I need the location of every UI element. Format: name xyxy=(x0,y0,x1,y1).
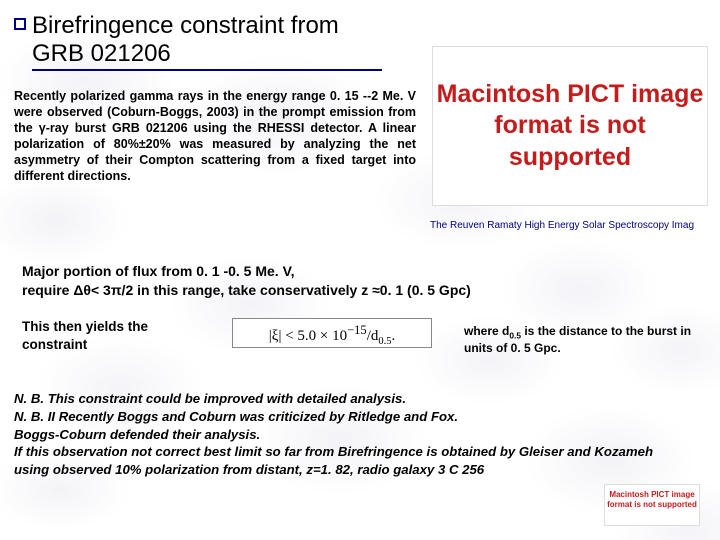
pict-placeholder-main: Macintosh PICT image format is not suppo… xyxy=(432,46,708,206)
nb-line-2: N. B. II Recently Boggs and Coburn was c… xyxy=(14,409,458,424)
constraint-label: This then yields the constraint xyxy=(22,318,192,353)
nb-line-1: N. B. This constraint could be improved … xyxy=(14,391,406,406)
nb-block: N. B. This constraint could be improved … xyxy=(14,390,706,479)
pict-placeholder-small: Macintosh PICT image format is not suppo… xyxy=(604,484,700,526)
nb-line-5: using observed 10% polarization from dis… xyxy=(14,462,484,477)
slide-title: Birefringence constraint from GRB 021206 xyxy=(32,12,382,71)
intro-paragraph: Recently polarized gamma rays in the ene… xyxy=(14,88,416,184)
formula-box: |ξ| < 5.0 × 10−15/d0.5. xyxy=(232,318,432,348)
major-line-2: require Δθ< 3π/2 in this range, take con… xyxy=(22,282,471,298)
nb-line-3: Boggs-Coburn defended their analysis. xyxy=(14,427,260,442)
pict-text-small: Macintosh PICT image format is not suppo… xyxy=(605,485,699,510)
where-text: where d0.5 is the distance to the burst … xyxy=(464,324,704,357)
nb-line-4: If this observation not correct best lim… xyxy=(14,444,653,459)
major-flux-text: Major portion of flux from 0. 1 -0. 5 Me… xyxy=(22,262,692,300)
bullet-square xyxy=(14,18,26,30)
pict-text: Macintosh PICT image format is not suppo… xyxy=(433,47,707,173)
image-caption: The Reuven Ramaty High Energy Solar Spec… xyxy=(430,220,720,231)
major-line-1: Major portion of flux from 0. 1 -0. 5 Me… xyxy=(22,263,295,279)
